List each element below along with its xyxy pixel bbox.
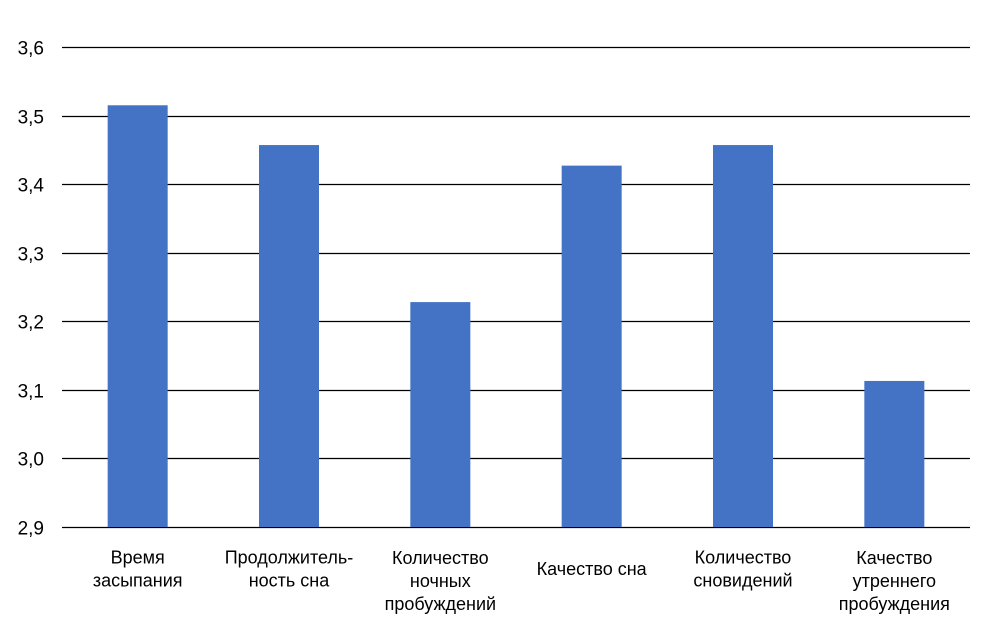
x-category-label: Качество утреннего пробуждения [839, 548, 950, 614]
x-category-label: Количество сновидений [693, 548, 792, 591]
x-axis-category-labels: Время засыпания Продолжитель-ность сна Коли… [93, 548, 950, 615]
bar [561, 165, 622, 527]
x-category-label-line: пробуждений [385, 594, 497, 614]
bar [410, 302, 471, 527]
x-category-label-line: Продолжитель- [225, 548, 354, 568]
y-axis-tick-labels: 2,9 3,0 3,1 3,2 3,3 3,4 3,5 3,6 [18, 39, 45, 540]
x-category-label-line: засыпания [93, 571, 183, 591]
x-category-label: Продолжитель-ность сна [225, 548, 354, 591]
x-category-label-line: Качество [856, 548, 932, 568]
x-category-label-line: сновидений [693, 571, 792, 591]
y-tick-label: 3,6 [18, 39, 44, 60]
gridlines [62, 46, 970, 529]
y-tick-label: 2,9 [18, 519, 44, 540]
x-category-label-line: Время [111, 548, 165, 568]
y-tick-label: 3,3 [18, 245, 44, 266]
bar [107, 105, 168, 528]
y-tick-label: 3,2 [18, 313, 44, 334]
x-category-label-line: Количество [392, 548, 489, 568]
x-category-label-line: ночных [410, 571, 471, 591]
x-category-label-line: пробуждения [839, 594, 950, 614]
x-category-label-line: утреннего [853, 571, 936, 591]
y-tick-label: 3,1 [18, 382, 44, 403]
y-tick-label: 3,4 [18, 176, 45, 197]
bar [864, 380, 925, 527]
x-category-label-line: Качество сна [537, 559, 648, 579]
bars [107, 105, 925, 528]
y-tick-label: 3,0 [18, 450, 44, 471]
x-category-label-line: ность сна [249, 571, 331, 591]
x-category-label: Качество сна [537, 559, 648, 579]
bar [713, 145, 773, 528]
y-tick-label: 3,5 [18, 108, 44, 129]
bar [259, 145, 319, 528]
x-category-label-line: Количество [695, 548, 792, 568]
x-category-label: Количество ночных пробуждений [385, 548, 497, 614]
x-category-label: Время засыпания [93, 548, 183, 591]
